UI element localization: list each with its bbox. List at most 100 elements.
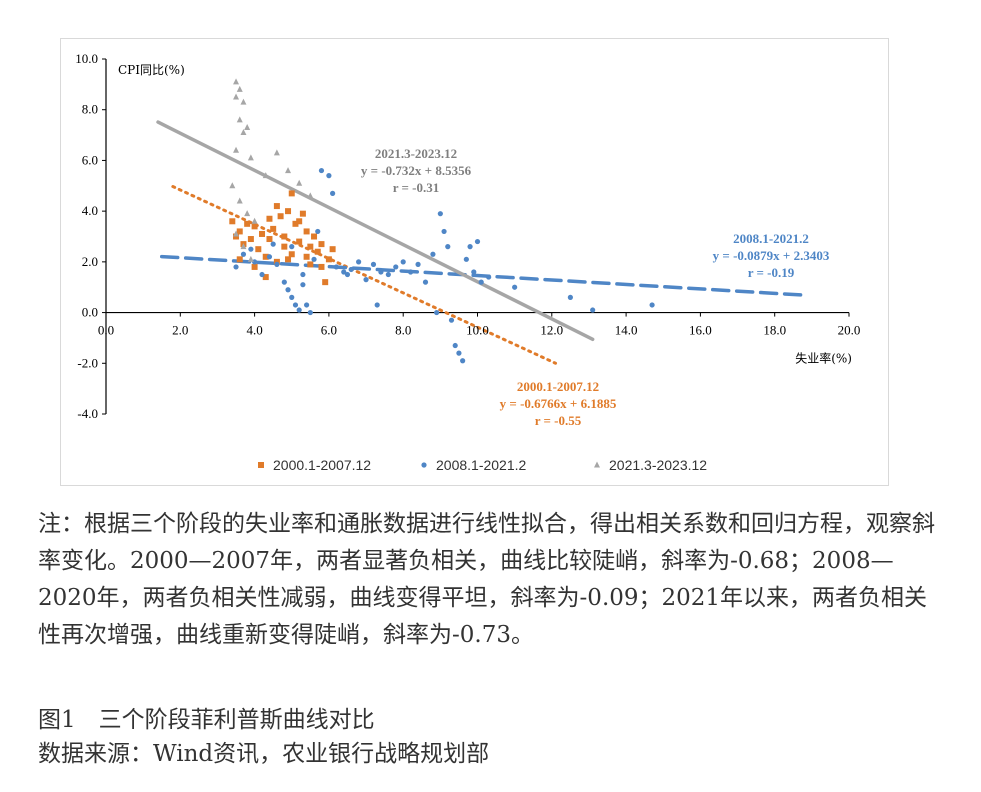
trend-annotation-period: 2008.1-2021.2 <box>733 231 809 246</box>
x-tick-label: 20.0 <box>838 323 861 338</box>
data-point <box>262 172 269 179</box>
data-point <box>247 255 254 262</box>
data-point <box>285 287 291 293</box>
trend-annotation-period: 2000.1-2007.12 <box>517 379 599 394</box>
data-point <box>341 269 347 275</box>
data-point <box>474 238 481 245</box>
data-point <box>240 98 247 105</box>
data-point <box>248 246 254 252</box>
trend-line-0 <box>171 185 558 365</box>
data-point <box>289 244 295 250</box>
data-point <box>307 261 314 268</box>
x-tick-label: 10.0 <box>466 323 489 338</box>
data-point <box>385 271 391 278</box>
legend-label: 2000.1-2007.12 <box>273 457 371 473</box>
data-point <box>303 228 310 235</box>
data-point <box>434 309 440 316</box>
y-axis-title: CPI同比(%) <box>118 63 185 77</box>
data-point <box>378 269 384 275</box>
data-point <box>318 241 325 248</box>
data-point <box>456 350 462 356</box>
data-point <box>251 223 258 230</box>
data-point <box>262 253 269 260</box>
data-point <box>363 277 369 283</box>
data-point <box>486 274 492 280</box>
trend-annotation-r: r = -0.55 <box>535 413 582 428</box>
trend-annotation-r: r = -0.19 <box>748 265 795 280</box>
data-point <box>288 190 295 197</box>
data-point <box>649 302 655 308</box>
data-point <box>307 243 314 250</box>
data-point <box>478 279 484 285</box>
y-tick-label: 0.0 <box>82 305 98 320</box>
data-point <box>236 228 243 235</box>
legend-marker <box>421 462 427 468</box>
y-tick-label: -2.0 <box>77 355 98 370</box>
y-tick-label: 6.0 <box>82 152 98 167</box>
data-point <box>285 167 292 174</box>
trend-annotation-equation: y = -0.6766x + 6.1885 <box>500 396 617 411</box>
data-point <box>452 342 458 349</box>
trend-annotation-equation: y = -0.732x + 8.5356 <box>361 163 472 178</box>
data-point <box>233 78 240 85</box>
data-point <box>448 317 455 323</box>
data-point <box>590 307 596 313</box>
data-point <box>240 251 247 257</box>
data-point <box>311 256 317 262</box>
data-point <box>314 248 321 255</box>
data-point <box>233 233 240 240</box>
x-tick-label: 6.0 <box>321 323 337 338</box>
trend-line-1 <box>159 254 807 297</box>
data-point <box>415 261 421 267</box>
data-point <box>233 264 239 270</box>
data-point <box>296 218 303 225</box>
data-point <box>270 241 276 247</box>
data-point <box>325 256 332 263</box>
data-point <box>292 302 299 308</box>
data-point <box>262 274 269 281</box>
data-point <box>311 233 318 240</box>
data-point <box>233 93 240 100</box>
data-point <box>344 271 351 278</box>
data-point <box>233 230 240 237</box>
data-point <box>300 271 306 278</box>
data-point <box>326 173 332 179</box>
figure-caption: 图1 三个阶段菲利普斯曲线对比 <box>38 707 375 733</box>
data-point <box>300 282 306 288</box>
data-point <box>289 294 295 300</box>
data-point <box>430 251 436 257</box>
data-point <box>266 215 273 222</box>
legend-marker <box>258 462 264 468</box>
data-point <box>236 85 243 92</box>
legend-label: 2021.3-2023.12 <box>609 457 707 473</box>
trend-annotation-period: 2021.3-2023.12 <box>375 146 457 161</box>
x-axis-title: 失业率(%) <box>795 351 852 366</box>
trend-annotation-r: r = -0.31 <box>393 180 440 195</box>
data-point <box>273 203 280 210</box>
data-point <box>236 256 243 263</box>
data-source: 数据来源：Wind资讯，农业银行战略规划部 <box>38 741 490 767</box>
data-point <box>236 116 243 123</box>
y-tick-label: 2.0 <box>82 254 98 269</box>
data-point <box>422 279 429 285</box>
data-point <box>288 251 295 258</box>
data-point <box>247 236 254 243</box>
data-point <box>307 309 313 316</box>
data-point <box>512 284 518 290</box>
y-tick-label: -4.0 <box>77 406 98 421</box>
data-point <box>285 256 292 263</box>
x-tick-label: 12.0 <box>540 323 563 338</box>
data-point <box>273 149 280 156</box>
data-point <box>296 307 302 313</box>
data-point <box>393 264 399 270</box>
x-tick-label: 0.0 <box>98 323 114 338</box>
data-point <box>285 208 292 215</box>
phillips-curve-chart: 10.0 8.0 6.0 4.0 2.0 0.0 -2.0 -4.0 0.0 2.0 4.0 6.0 8… <box>75 51 861 473</box>
data-point <box>251 217 258 224</box>
data-point <box>329 246 336 253</box>
data-point <box>318 263 325 270</box>
x-tick-label: 14.0 <box>615 323 638 338</box>
data-point <box>318 167 325 174</box>
data-point <box>299 210 306 217</box>
data-point <box>281 279 287 285</box>
